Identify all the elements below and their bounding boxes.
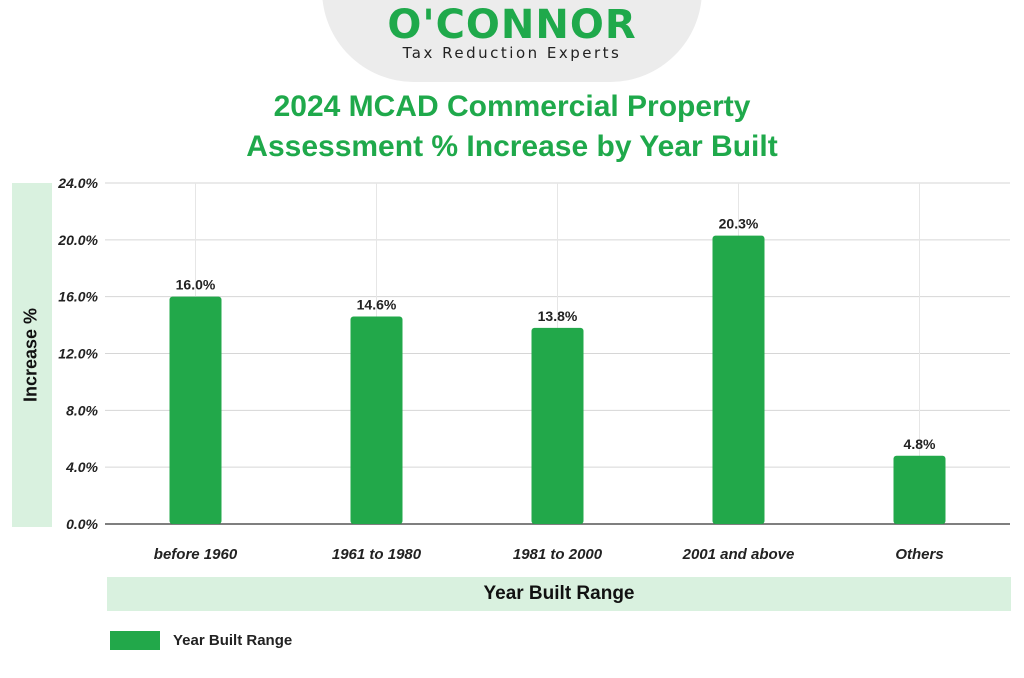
- data-label: 13.8%: [538, 308, 578, 324]
- bar: [893, 455, 946, 524]
- logo-banner: O'CONNOR Tax Reduction Experts: [322, 0, 702, 82]
- data-label: 20.3%: [719, 216, 759, 232]
- bar: [169, 296, 222, 524]
- y-tick-label: 20.0%: [57, 232, 98, 248]
- logo-tagline: Tax Reduction Experts: [402, 44, 622, 62]
- data-label: 14.6%: [357, 297, 397, 313]
- chart-title-line2: Assessment % Increase by Year Built: [246, 130, 778, 163]
- x-tick-label: 1981 to 2000: [513, 546, 603, 563]
- x-tick-label: 1961 to 1980: [332, 546, 422, 563]
- x-tick-label: 2001 and above: [682, 546, 795, 563]
- y-tick-label: 24.0%: [57, 175, 98, 191]
- y-tick-label: 0.0%: [66, 516, 98, 532]
- bar: [531, 327, 584, 524]
- y-tick-label: 16.0%: [58, 289, 98, 305]
- legend-label: Year Built Range: [173, 632, 293, 649]
- legend-swatch: [110, 631, 160, 650]
- bar: [350, 316, 403, 524]
- x-tick-label: Others: [895, 546, 943, 563]
- data-label: 16.0%: [176, 277, 216, 293]
- data-label: 4.8%: [904, 436, 936, 452]
- chart-title-line1: 2024 MCAD Commercial Property: [273, 90, 751, 123]
- bar: [712, 235, 765, 524]
- logo-wordmark: O'CONNOR: [387, 2, 637, 48]
- x-axis-label-box: Year Built Range: [107, 577, 1011, 611]
- x-tick-label: before 1960: [154, 546, 238, 563]
- x-axis-label: Year Built Range: [483, 583, 635, 604]
- y-axis-label-box: [12, 183, 52, 527]
- y-tick-label: 8.0%: [66, 402, 98, 418]
- y-tick-label: 4.0%: [65, 459, 98, 475]
- y-tick-label: 12.0%: [58, 346, 98, 362]
